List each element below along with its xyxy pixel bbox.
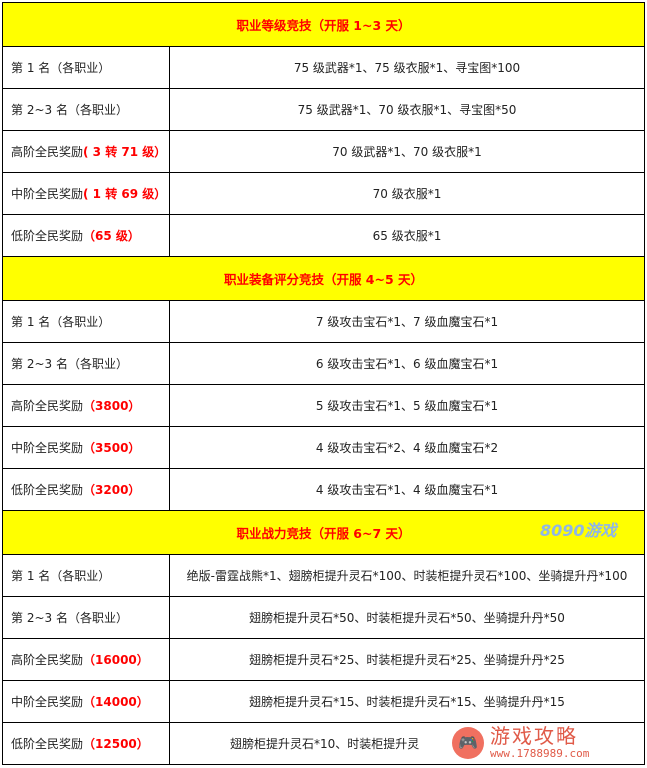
rank-requirement: （3500） [83, 441, 141, 455]
reward-cell: 7 级攻击宝石*1、7 级血魔宝石*1 [169, 300, 645, 343]
rank-cell: 高阶全民奖励（3800） [2, 384, 170, 427]
reward-cell: 65 级衣服*1 [169, 214, 645, 257]
rank-label: 高阶全民奖励 [11, 399, 84, 413]
rank-cell: 低阶全民奖励（3200） [2, 468, 170, 511]
table-row: 中阶全民奖励（3500） 4 级攻击宝石*2、4 级血魔宝石*2 [2, 426, 645, 469]
rank-cell: 第 1 名（各职业） [2, 554, 170, 597]
rank-cell: 第 2~3 名（各职业） [2, 88, 170, 131]
table-row: 高阶全民奖励( 3 转 71 级） 70 级武器*1、70 级衣服*1 [2, 130, 645, 173]
rank-requirement: ( 3 转 71 级） [83, 145, 167, 159]
reward-cell: 翅膀柜提升灵石*25、时装柜提升灵石*25、坐骑提升丹*25 [169, 638, 645, 681]
section-title: 职业装备评分竞技（开服 4~5 天） [2, 256, 645, 301]
table-row: 第 2~3 名（各职业） 6 级攻击宝石*1、6 级血魔宝石*1 [2, 342, 645, 385]
rank-label: 高阶全民奖励 [11, 145, 84, 159]
table-row: 高阶全民奖励（16000） 翅膀柜提升灵石*25、时装柜提升灵石*25、坐骑提升丹… [2, 638, 645, 681]
rank-label: 中阶全民奖励 [11, 187, 84, 201]
table-row: 中阶全民奖励（14000） 翅膀柜提升灵石*15、时装柜提升灵石*15、坐骑提升丹… [2, 680, 645, 723]
rank-requirement: （12500） [83, 737, 149, 751]
reward-cell: 6 级攻击宝石*1、6 级血魔宝石*1 [169, 342, 645, 385]
watermark: 🎮 游戏攻略 www.1788989.com [448, 723, 644, 762]
rank-cell: 高阶全民奖励( 3 转 71 级） [2, 130, 170, 173]
table-row: 第 1 名（各职业） 75 级武器*1、75 级衣服*1、寻宝图*100 [2, 46, 645, 89]
rank-cell: 低阶全民奖励（65 级） [2, 214, 170, 257]
reward-cell: 4 级攻击宝石*1、4 级血魔宝石*1 [169, 468, 645, 511]
reward-cell: 4 级攻击宝石*2、4 级血魔宝石*2 [169, 426, 645, 469]
rank-label: 低阶全民奖励 [11, 483, 84, 497]
reward-cell: 75 级武器*1、70 级衣服*1、寻宝图*50 [169, 88, 645, 131]
rank-cell: 中阶全民奖励（3500） [2, 426, 170, 469]
rank-label: 第 1 名（各职业） [11, 61, 111, 75]
reward-cell: 70 级衣服*1 [169, 172, 645, 215]
table-row: 第 1 名（各职业） 7 级攻击宝石*1、7 级血魔宝石*1 [2, 300, 645, 343]
rank-label: 第 2~3 名（各职业） [11, 357, 128, 371]
rank-cell: 第 1 名（各职业） [2, 46, 170, 89]
section-header: 职业装备评分竞技（开服 4~5 天） [2, 256, 645, 301]
rank-cell: 中阶全民奖励( 1 转 69 级） [2, 172, 170, 215]
table-row: 中阶全民奖励( 1 转 69 级） 70 级衣服*1 [2, 172, 645, 215]
section-title: 职业战力竞技（开服 6~7 天） [2, 510, 645, 555]
reward-cell: 5 级攻击宝石*1、5 级血魔宝石*1 [169, 384, 645, 427]
table-row: 第 1 名（各职业） 绝版-雷霆战熊*1、翅膀柜提升灵石*100、时装柜提升灵石*… [2, 554, 645, 597]
rank-requirement: （14000） [83, 695, 149, 709]
reward-cell: 绝版-雷霆战熊*1、翅膀柜提升灵石*100、时装柜提升灵石*100、坐骑提升丹*… [169, 554, 645, 597]
table-row: 第 2~3 名（各职业） 75 级武器*1、70 级衣服*1、寻宝图*50 [2, 88, 645, 131]
rank-cell: 第 2~3 名（各职业） [2, 596, 170, 639]
reward-cell: 翅膀柜提升灵石*50、时装柜提升灵石*50、坐骑提升丹*50 [169, 596, 645, 639]
gamepad-icon: 🎮 [452, 726, 484, 759]
rank-label: 高阶全民奖励 [11, 653, 84, 667]
table-row: 低阶全民奖励（3200） 4 级攻击宝石*1、4 级血魔宝石*1 [2, 468, 645, 511]
watermark-title: 游戏攻略 [490, 724, 578, 748]
reward-cell: 70 级武器*1、70 级衣服*1 [169, 130, 645, 173]
rank-label: 第 2~3 名（各职业） [11, 611, 128, 625]
watermark-8090-logo: 8090游戏 [540, 521, 617, 540]
rank-cell: 中阶全民奖励（14000） [2, 680, 170, 723]
rank-label: 中阶全民奖励 [11, 441, 84, 455]
rank-label: 低阶全民奖励 [11, 229, 84, 243]
table-row: 第 2~3 名（各职业） 翅膀柜提升灵石*50、时装柜提升灵石*50、坐骑提升丹*… [2, 596, 645, 639]
reward-cell: 翅膀柜提升灵石*15、时装柜提升灵石*15、坐骑提升丹*15 [169, 680, 645, 723]
section-title: 职业等级竞技（开服 1~3 天） [2, 2, 645, 47]
rank-label: 第 2~3 名（各职业） [11, 103, 128, 117]
rank-label: 第 1 名（各职业） [11, 315, 111, 329]
rank-label: 中阶全民奖励 [11, 695, 84, 709]
section-header: 职业等级竞技（开服 1~3 天） [2, 2, 645, 47]
section-header: 职业战力竞技（开服 6~7 天） [2, 510, 645, 555]
rank-requirement: （3800） [83, 399, 141, 413]
rank-requirement: （65 级） [83, 229, 140, 243]
watermark-url: www.1788989.com [490, 747, 590, 760]
table-row: 低阶全民奖励（65 级） 65 级衣服*1 [2, 214, 645, 257]
rank-label: 低阶全民奖励 [11, 737, 84, 751]
rank-label: 第 1 名（各职业） [11, 569, 111, 583]
rank-cell: 第 2~3 名（各职业） [2, 342, 170, 385]
rank-cell: 低阶全民奖励（12500） [2, 722, 170, 765]
rank-requirement: ( 1 转 69 级） [83, 187, 167, 201]
rank-cell: 第 1 名（各职业） [2, 300, 170, 343]
rank-cell: 高阶全民奖励（16000） [2, 638, 170, 681]
rank-requirement: （16000） [83, 653, 149, 667]
reward-cell: 75 级武器*1、75 级衣服*1、寻宝图*100 [169, 46, 645, 89]
rank-requirement: （3200） [83, 483, 141, 497]
table-row: 高阶全民奖励（3800） 5 级攻击宝石*1、5 级血魔宝石*1 [2, 384, 645, 427]
